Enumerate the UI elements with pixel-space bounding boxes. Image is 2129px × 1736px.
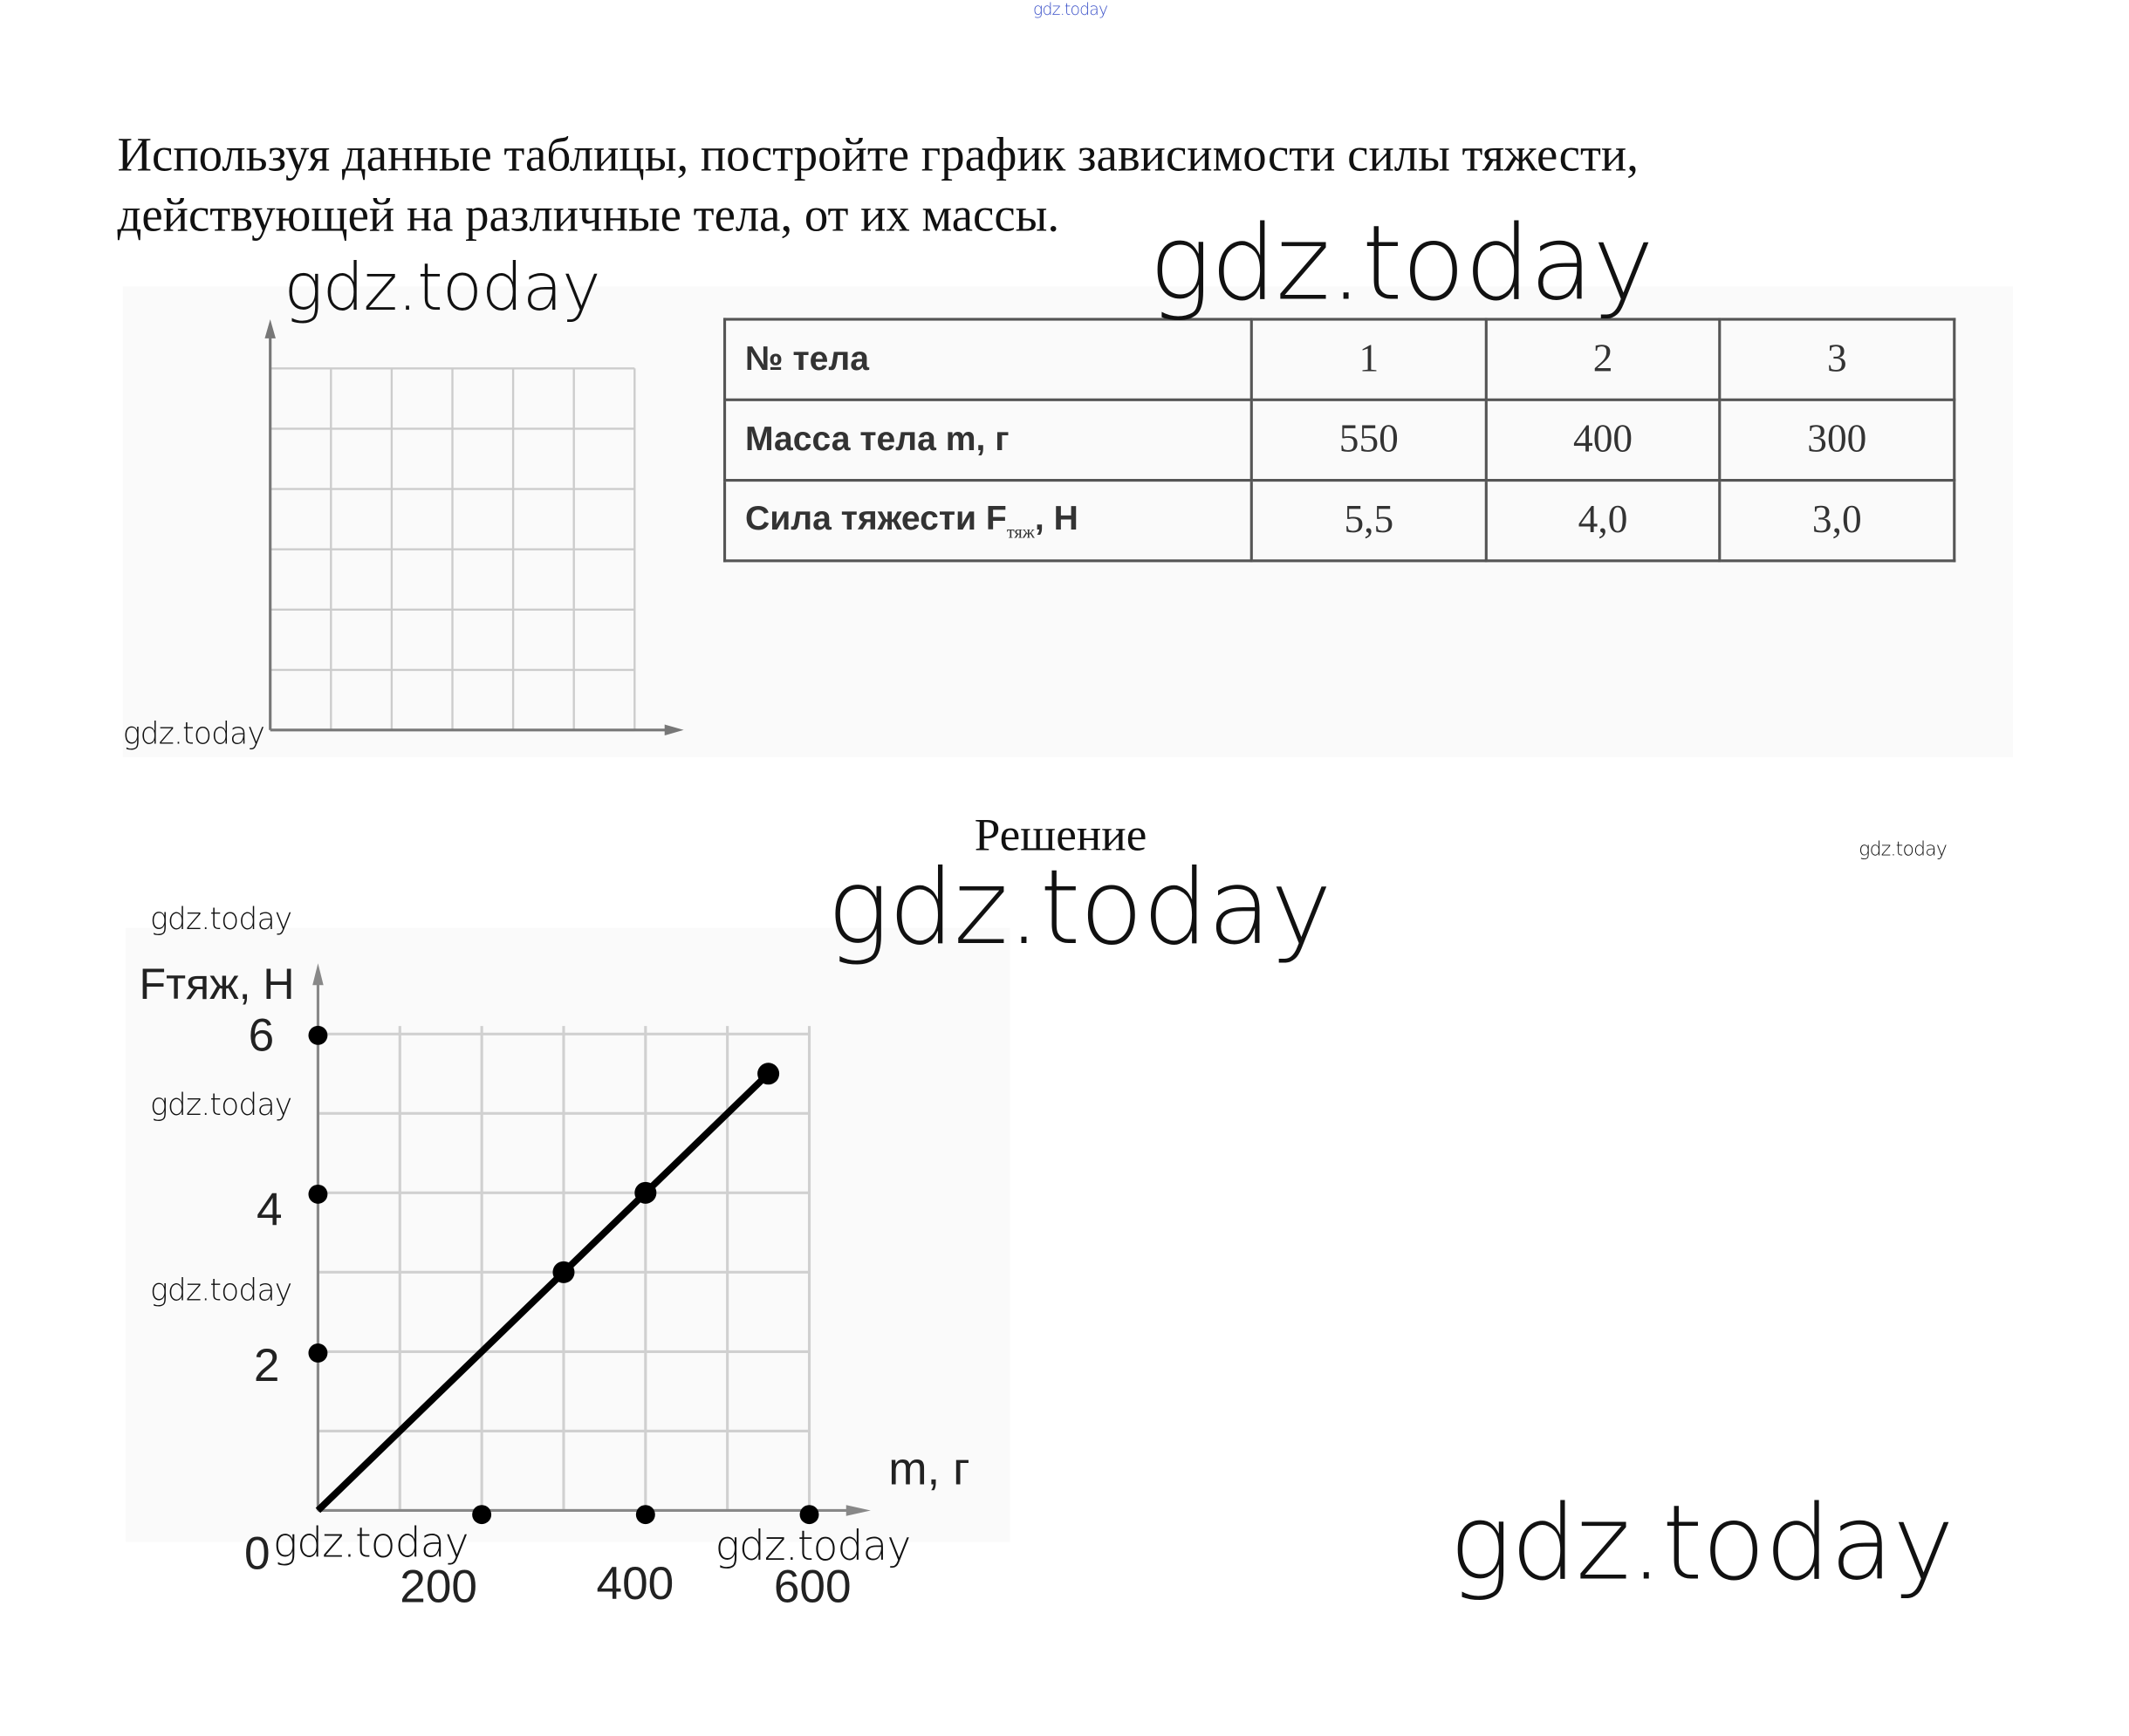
x-axis-arrow — [664, 724, 684, 736]
label-subscript: тяж — [1006, 520, 1035, 542]
row-header: Масса тела m, г — [722, 398, 1253, 482]
watermark: gdz.today — [1033, 0, 1108, 19]
watermark: gdz.today — [150, 1274, 292, 1309]
series-line — [315, 1070, 771, 1514]
table-row: Сила тяжести Fтяж, Н 5,5 4,0 3,0 — [722, 478, 1956, 563]
watermark: gdz.today — [1148, 202, 1654, 324]
x-axis-arrow — [845, 1505, 871, 1516]
table-cell: 5,5 — [1249, 478, 1488, 563]
table-cell: 400 — [1484, 398, 1722, 482]
y-tick-label: 4 — [257, 1184, 283, 1237]
x-tick-label: 200 — [400, 1561, 478, 1613]
y-tick-dot — [308, 1343, 328, 1363]
watermark: gdz.today — [284, 249, 600, 326]
watermark: gdz.today — [1859, 838, 1948, 861]
table-cell: 1 — [1249, 318, 1488, 401]
table-cell: 4,0 — [1484, 478, 1722, 563]
table-row: № тела 1 2 3 — [722, 318, 1956, 401]
x-axis-label: m, г — [888, 1443, 970, 1496]
y-axis-label: Fтяж, Н — [139, 959, 295, 1008]
data-table: № тела 1 2 3 Масса тела m, г 550 400 300… — [722, 318, 1956, 563]
x-tick-label: 600 — [773, 1561, 852, 1613]
y-tick-dot — [308, 1184, 328, 1204]
watermark: gdz.today — [1449, 1481, 1954, 1603]
watermark: gdz.today — [715, 1522, 912, 1571]
table-cell: 300 — [1718, 398, 1956, 482]
watermark: gdz.today — [150, 1089, 292, 1124]
y-tick-label: 2 — [253, 1339, 280, 1392]
row-header: Сила тяжести Fтяж, Н — [722, 478, 1253, 563]
scan-background — [125, 927, 1010, 1542]
x-tick-dot — [635, 1505, 655, 1525]
table-cell: 3,0 — [1718, 478, 1956, 563]
watermark: gdz.today — [272, 1520, 469, 1569]
table-row: Масса тела m, г 550 400 300 — [722, 398, 1956, 482]
data-point — [757, 1063, 780, 1085]
watermark: gdz.today — [122, 717, 265, 752]
y-axis-arrow — [312, 963, 324, 986]
label-unit: , Н — [1034, 498, 1078, 537]
table-cell: 550 — [1249, 398, 1488, 482]
row-header: № тела — [722, 318, 1253, 401]
x-origin-label: 0 — [243, 1528, 270, 1581]
task-text-line-1: Используя данные таблицы, постройте граф… — [117, 128, 1639, 182]
label: Сила тяжести F — [744, 498, 1007, 537]
y-axis-arrow — [264, 318, 276, 338]
y-tick-label: 6 — [248, 1009, 275, 1062]
data-point — [552, 1261, 575, 1283]
table-cell: 2 — [1484, 318, 1722, 401]
task-text-line-2: действующей на различные тела, от их мас… — [117, 188, 1060, 242]
x-tick-dot — [472, 1505, 492, 1525]
watermark: gdz.today — [150, 903, 292, 938]
watermark: gdz.today — [826, 845, 1332, 967]
x-tick-dot — [799, 1505, 819, 1525]
x-tick-label: 400 — [596, 1558, 674, 1610]
data-point — [634, 1181, 657, 1204]
solution-title: Решение — [974, 810, 1147, 861]
table-cell: 3 — [1718, 318, 1956, 401]
y-tick-dot — [308, 1025, 328, 1045]
